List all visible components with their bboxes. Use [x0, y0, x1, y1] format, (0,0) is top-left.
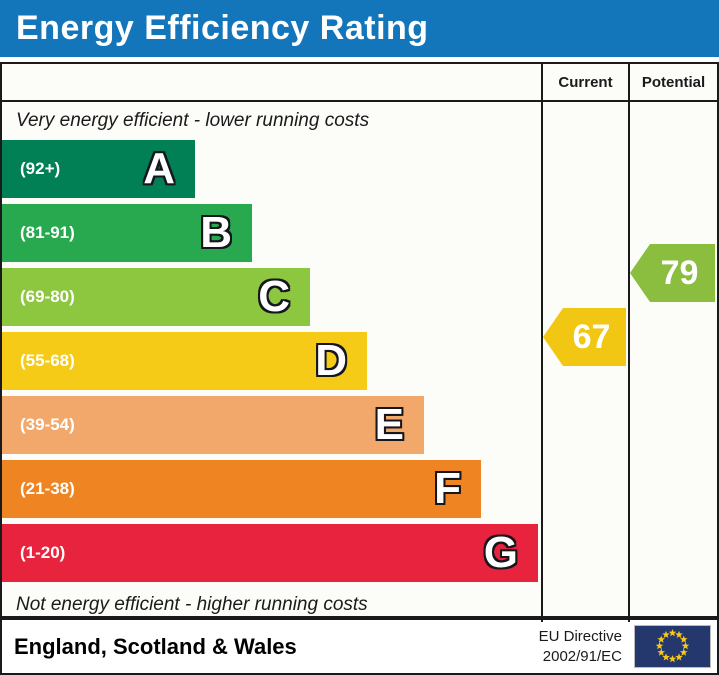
- current-rating-value: 67: [572, 317, 611, 356]
- band-range-label: (92+): [20, 159, 61, 178]
- band-range-label: (1-20): [20, 543, 66, 562]
- band-area: Very energy efficient - lower running co…: [2, 102, 541, 622]
- region-label: England, Scotland & Wales: [14, 633, 297, 659]
- eu-directive-label: EU Directive 2002/91/EC: [539, 627, 622, 666]
- band-range-label: (39-54): [20, 415, 75, 434]
- rating-bands: (92+) A (81-91) B (69-80) C (55-68) D (39-54) E (2…: [2, 140, 541, 582]
- potential-rating-badge: 79: [630, 244, 715, 302]
- eu-directive-line2: 2002/91/EC: [542, 647, 622, 665]
- footer-bar: England, Scotland & Wales EU Directive 2…: [0, 618, 719, 675]
- potential-rating-value: 79: [660, 253, 699, 292]
- band-row-D: (55-68) D: [2, 332, 367, 390]
- top-note: Very energy efficient - lower running co…: [16, 110, 370, 131]
- table-header-row: Current Potential: [2, 64, 717, 102]
- band-row-B: (81-91) B: [2, 204, 252, 262]
- band-row-E: (39-54) E: [2, 396, 424, 454]
- band-letter: E: [374, 400, 404, 449]
- band-range-label: (21-38): [20, 479, 75, 498]
- rating-table: Current Potential Very energy efficient …: [0, 62, 719, 622]
- band-range-label: (81-91): [20, 223, 75, 242]
- eu-flag-icon: [634, 625, 711, 668]
- current-column: 67: [541, 102, 628, 622]
- potential-column-header: Potential: [628, 64, 717, 100]
- page-title: Energy Efficiency Rating: [16, 9, 429, 47]
- band-letter: D: [315, 336, 347, 385]
- band-row-G: (1-20) G: [2, 524, 538, 582]
- table-body: Very energy efficient - lower running co…: [2, 102, 717, 622]
- band-row-F: (21-38) F: [2, 460, 481, 518]
- band-letter: A: [143, 144, 175, 193]
- title-bar: Energy Efficiency Rating: [0, 0, 719, 57]
- potential-column: 79: [628, 102, 717, 622]
- header-spacer: [2, 64, 541, 100]
- band-letter: C: [258, 272, 290, 321]
- band-row-A: (92+) A: [2, 140, 195, 198]
- bottom-note: Not energy efficient - higher running co…: [16, 594, 368, 615]
- current-rating-badge: 67: [543, 308, 626, 366]
- band-letter: B: [200, 208, 232, 257]
- band-range-label: (69-80): [20, 287, 75, 306]
- current-column-header: Current: [541, 64, 628, 100]
- band-range-label: (55-68): [20, 351, 75, 370]
- band-row-C: (69-80) C: [2, 268, 310, 326]
- band-letter: F: [434, 464, 461, 513]
- eu-directive-line1: EU Directive: [538, 628, 622, 645]
- band-letter: G: [483, 528, 518, 577]
